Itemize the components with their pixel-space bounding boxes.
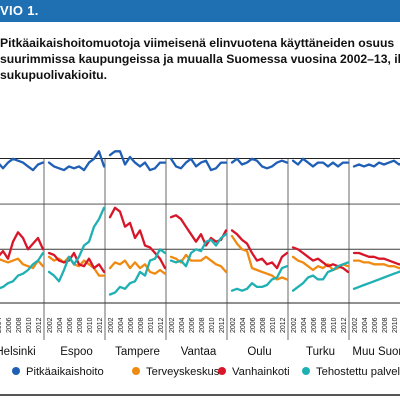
line-chart: 200220042006200820102012Helsinki20022004… [0, 150, 400, 358]
series-line [169, 253, 228, 274]
x-tick-label: 2004 [301, 317, 308, 333]
x-tick-label: 2012 [36, 317, 43, 333]
x-tick-label: 2010 [209, 317, 216, 333]
series-line [108, 248, 167, 296]
panel-label: Turku [306, 346, 335, 358]
panel-label: Tampere [115, 346, 160, 358]
x-tick-label: 2006 [311, 317, 318, 333]
legend-label: Vanhainkoti [232, 366, 290, 378]
series-line [47, 206, 106, 283]
x-tick-label: 2002 [169, 317, 176, 333]
x-tick-label: 2008 [16, 317, 23, 333]
legend-item: Vanhainkoti [218, 366, 290, 378]
series-line [291, 157, 350, 168]
x-tick-label: 2012 [97, 317, 104, 333]
x-tick-label: 2002 [230, 317, 237, 333]
bottom-divider [0, 394, 400, 396]
panel-label: Espoo [60, 346, 93, 358]
x-tick-label: 2008 [138, 317, 145, 333]
legend-marker [132, 367, 140, 375]
series-line [230, 265, 289, 292]
legend-label: Tehostettu palveluasuminen [316, 366, 400, 378]
x-tick-label: 2012 [219, 317, 226, 333]
x-tick-label: 2008 [77, 317, 84, 333]
x-tick-label: 2006 [189, 317, 196, 333]
x-tick-label: 2012 [280, 317, 287, 333]
x-tick-label: 2010 [331, 317, 338, 333]
legend-marker [12, 367, 20, 375]
legend-item: Pitkäaikaishoito [12, 366, 104, 378]
x-tick-label: 2006 [250, 317, 257, 333]
series-line [230, 157, 289, 170]
x-tick-label: 2010 [392, 317, 399, 333]
series-line [230, 229, 289, 270]
chart-title-line: Pitkäaikaishoitomuotoja viimeisenä elinv… [0, 36, 395, 50]
panel-label: Vantaa [181, 346, 217, 358]
series-line [230, 234, 289, 281]
x-tick-label: 2008 [260, 317, 267, 333]
x-tick-label: 2002 [291, 317, 298, 333]
series-line [0, 231, 45, 260]
x-tick-label: 2004 [240, 317, 247, 333]
series-line [0, 257, 45, 270]
legend-label: Pitkäaikaishoito [26, 366, 104, 378]
series-line [0, 157, 45, 172]
x-tick-label: 2004 [362, 317, 369, 333]
x-tick-label: 2006 [67, 317, 74, 333]
chart-title-line: sukupuolivakioitu. [0, 68, 107, 82]
x-tick-label: 2008 [321, 317, 328, 333]
x-tick-label: 2006 [6, 317, 13, 333]
x-tick-label: 2012 [158, 317, 165, 333]
legend-item: Terveyskeskus [132, 366, 219, 378]
x-tick-label: 2008 [199, 317, 206, 333]
figure-header-bar: VIO 1. [0, 0, 400, 22]
chart-title: Pitkäaikaishoitomuotoja viimeisenä elinv… [0, 35, 400, 83]
series-line [169, 157, 228, 172]
legend-marker [302, 367, 310, 375]
legend-marker [218, 367, 226, 375]
x-tick-label: 2012 [341, 317, 348, 333]
x-tick-label: 2010 [270, 317, 277, 333]
x-tick-label: 2010 [148, 317, 155, 333]
x-tick-label: 2006 [128, 317, 135, 333]
series-line [47, 150, 106, 172]
x-tick-label: 2002 [108, 317, 115, 333]
chart-legend: Pitkäaikaishoito Terveyskeskus Vanhainkoti… [0, 362, 400, 386]
panel-label: Oulu [247, 346, 271, 358]
x-tick-label: 2004 [0, 317, 3, 333]
series-line [291, 261, 350, 292]
series-line [352, 270, 400, 290]
series-line [108, 206, 167, 270]
x-tick-label: 2008 [382, 317, 389, 333]
series-line [169, 233, 228, 268]
series-line [108, 259, 167, 275]
panel-label: Helsinki [0, 346, 36, 358]
x-tick-label: 2010 [26, 317, 33, 333]
x-tick-label: 2002 [352, 317, 359, 333]
x-tick-label: 2006 [372, 317, 379, 333]
panel-label: Muu Suomi [352, 346, 400, 358]
chart-title-line: suurimmissa kaupungeissa ja muualla Suom… [0, 52, 400, 66]
legend-label: Terveyskeskus [146, 366, 220, 378]
x-tick-label: 2010 [87, 317, 94, 333]
x-tick-label: 2004 [57, 317, 64, 333]
x-tick-label: 2004 [179, 317, 186, 333]
series-line [352, 159, 400, 168]
series-line [169, 214, 228, 247]
legend-item: Tehostettu palveluasuminen [302, 366, 400, 378]
x-tick-label: 2002 [47, 317, 54, 333]
figure-label: VIO 1. [0, 3, 39, 18]
series-line [0, 251, 45, 290]
x-tick-label: 2004 [118, 317, 125, 333]
series-line [108, 150, 167, 172]
